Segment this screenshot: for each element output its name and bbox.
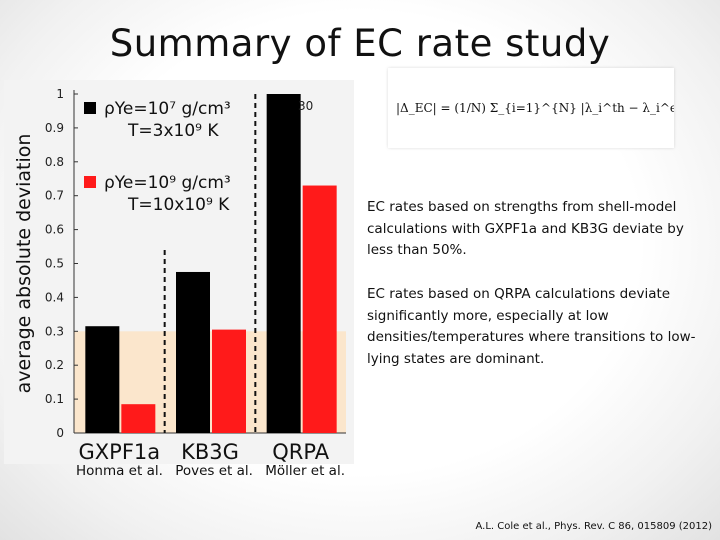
category-label: KB3G (181, 440, 239, 464)
bar-kb3g-series-1 (176, 271, 210, 433)
y-tick-label: 0.9 (45, 121, 64, 135)
legend-swatch-2 (84, 176, 96, 188)
deviation-formula: |Δ_EC| = (1/N) Σ_{i=1}^{N} |λ_i^th − λ_i… (396, 101, 720, 115)
bar-chart: 0 0.1 0.2 0.3 0.4 0.5 0.6 0.7 0.8 0.9 1 average abs… (4, 80, 354, 464)
bar-kb3g-series-2 (212, 329, 246, 433)
bar-chart-svg: 0 0.1 0.2 0.3 0.4 0.5 0.6 0.7 0.8 0.9 1 average abs… (13, 87, 346, 464)
category-label: QRPA (272, 440, 329, 464)
citation-poves: Poves et al. (175, 463, 253, 479)
y-axis-label: average absolute deviation (13, 134, 35, 394)
bar-gxpf1a-series-2 (121, 404, 156, 433)
bar-gxpf1a-series-1 (85, 326, 120, 433)
slide-title: Summary of EC rate study (109, 22, 611, 65)
y-tick-label: 0.7 (45, 189, 64, 203)
reference: A.L. Cole et al., Phys. Rev. C 86, 01580… (475, 521, 712, 532)
y-tick-label: 0.3 (45, 324, 64, 338)
citation-moller: Möller et al. (265, 463, 345, 479)
formula-box: |Δ_EC| = (1/N) Σ_{i=1}^{N} |λ_i^th − λ_i… (388, 68, 720, 148)
legend-entry-1-line-1: ρYe=10⁷ g/cm³ (104, 99, 231, 119)
annotation-label: 30 (298, 99, 313, 113)
y-tick-label: 0.1 (45, 392, 64, 406)
y-tick-label: 1 (56, 87, 64, 101)
bar-qrpa-series-2 (302, 185, 337, 433)
citation-honma: Honma et al. (76, 463, 163, 479)
legend-entry-2-line-2: T=10x10⁹ K (127, 195, 230, 215)
paragraph-qrpa: EC rates based on QRPA calculations devi… (367, 286, 696, 367)
formula-text: |Δ_EC| = (1/N) Σ_{i=1}^{N} |λ_i^th − λ_i… (396, 101, 674, 115)
legend-swatch-1 (84, 102, 96, 114)
citations: Honma et al. Poves et al. Möller et al. (76, 463, 353, 479)
y-tick-label: 0.5 (45, 257, 64, 271)
y-tick-label: 0.2 (45, 358, 64, 372)
legend-entry-2-line-1: ρYe=10⁹ g/cm³ (104, 173, 231, 193)
legend-entry-1-line-2: T=3x10⁹ K (127, 121, 219, 141)
y-tick-label: 0.4 (45, 290, 64, 304)
category-label: GXPF1a (79, 440, 161, 464)
y-tick-label: 0.6 (45, 223, 64, 237)
y-tick-label: 0 (56, 426, 64, 440)
paragraph-shell-model: EC rates based on strengths from shell-m… (367, 199, 684, 258)
bar-qrpa-series-1 (266, 94, 301, 433)
y-tick-label: 0.8 (45, 155, 64, 169)
